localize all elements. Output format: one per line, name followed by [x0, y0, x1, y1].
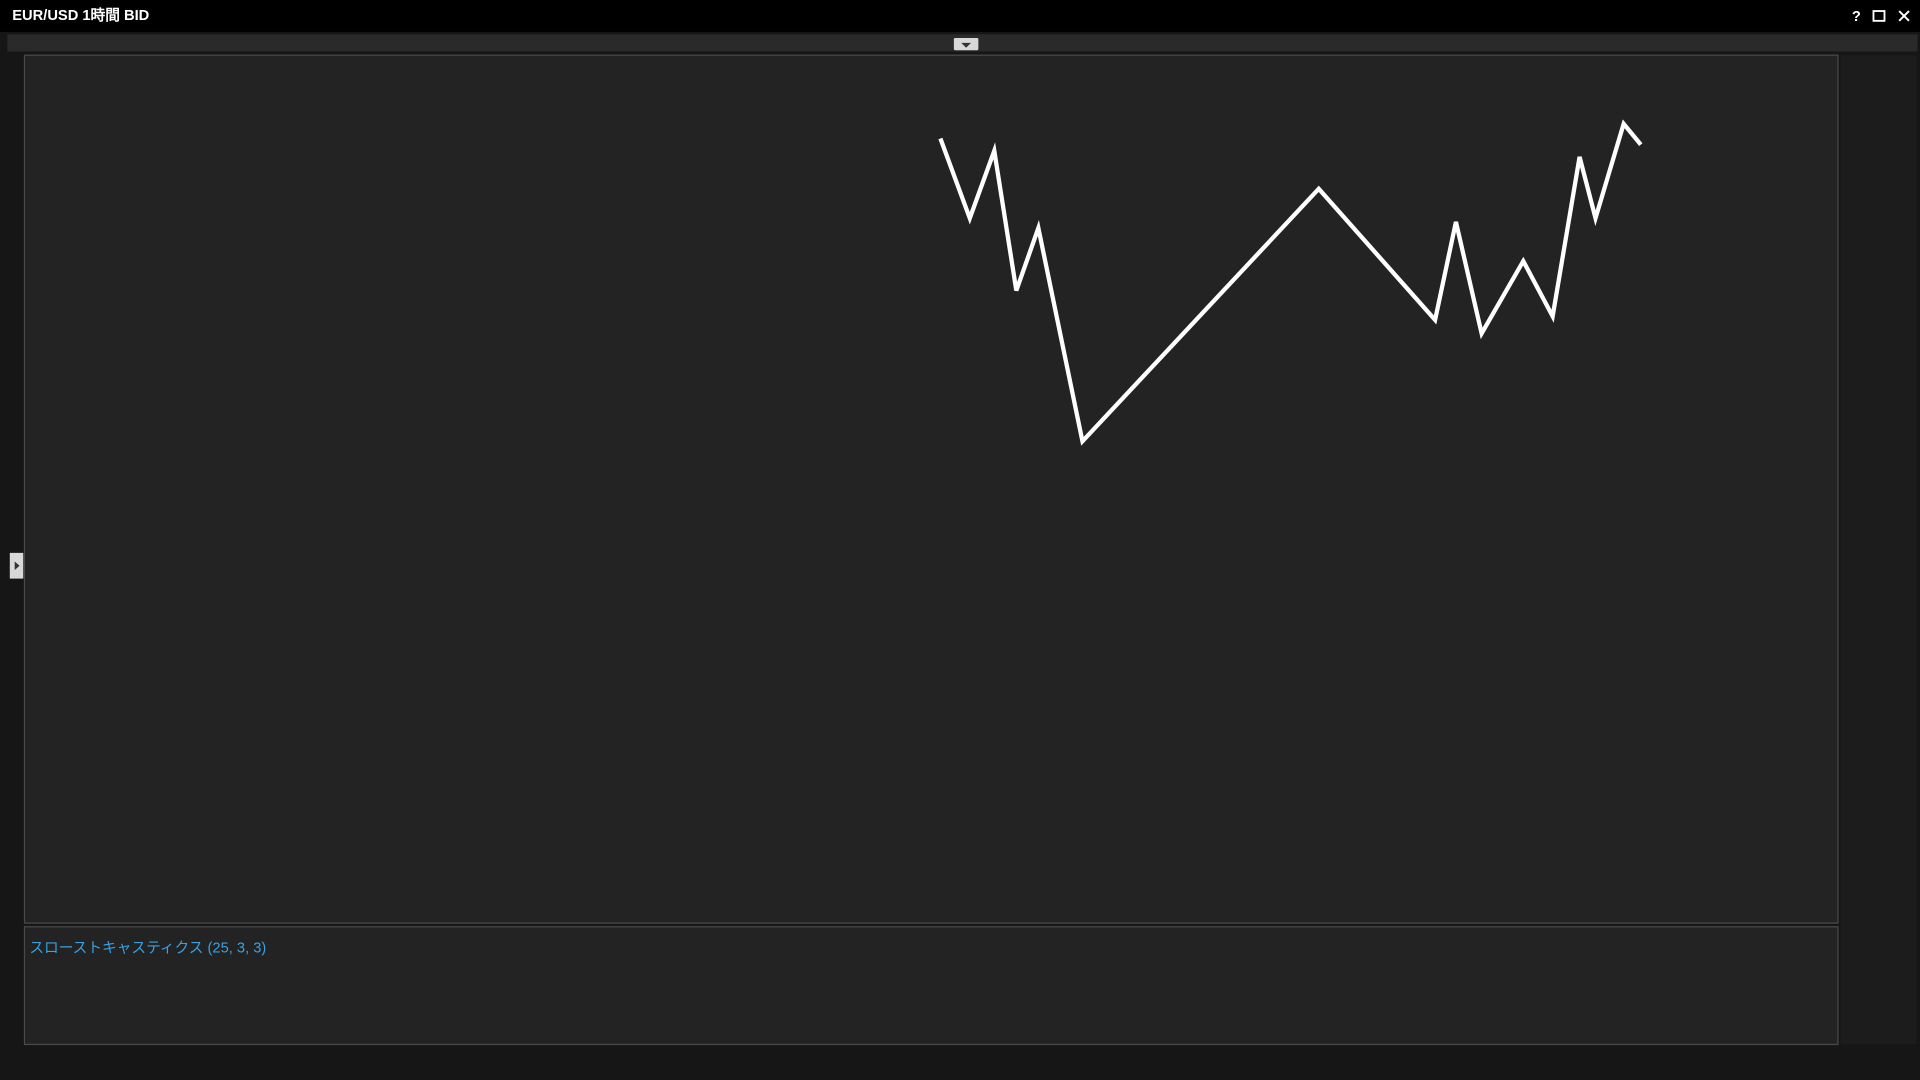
drawn-zigzag — [938, 119, 1643, 446]
title-bar — [0, 0, 1920, 32]
help-button[interactable]: ? — [1852, 9, 1861, 25]
indicator-title: スローストキャスティクス (25, 3, 3) — [29, 940, 266, 957]
price-axis-area — [1840, 55, 1917, 1045]
collapse-arrow — [961, 42, 972, 48]
indicator-panel — [23, 926, 1839, 1046]
side-panel-arrow — [14, 561, 20, 571]
window-title: EUR/USD 1時間 BID — [12, 6, 149, 24]
price-panel — [23, 54, 1839, 924]
close-button[interactable] — [1898, 10, 1910, 22]
maximize-button[interactable] — [1872, 10, 1886, 22]
